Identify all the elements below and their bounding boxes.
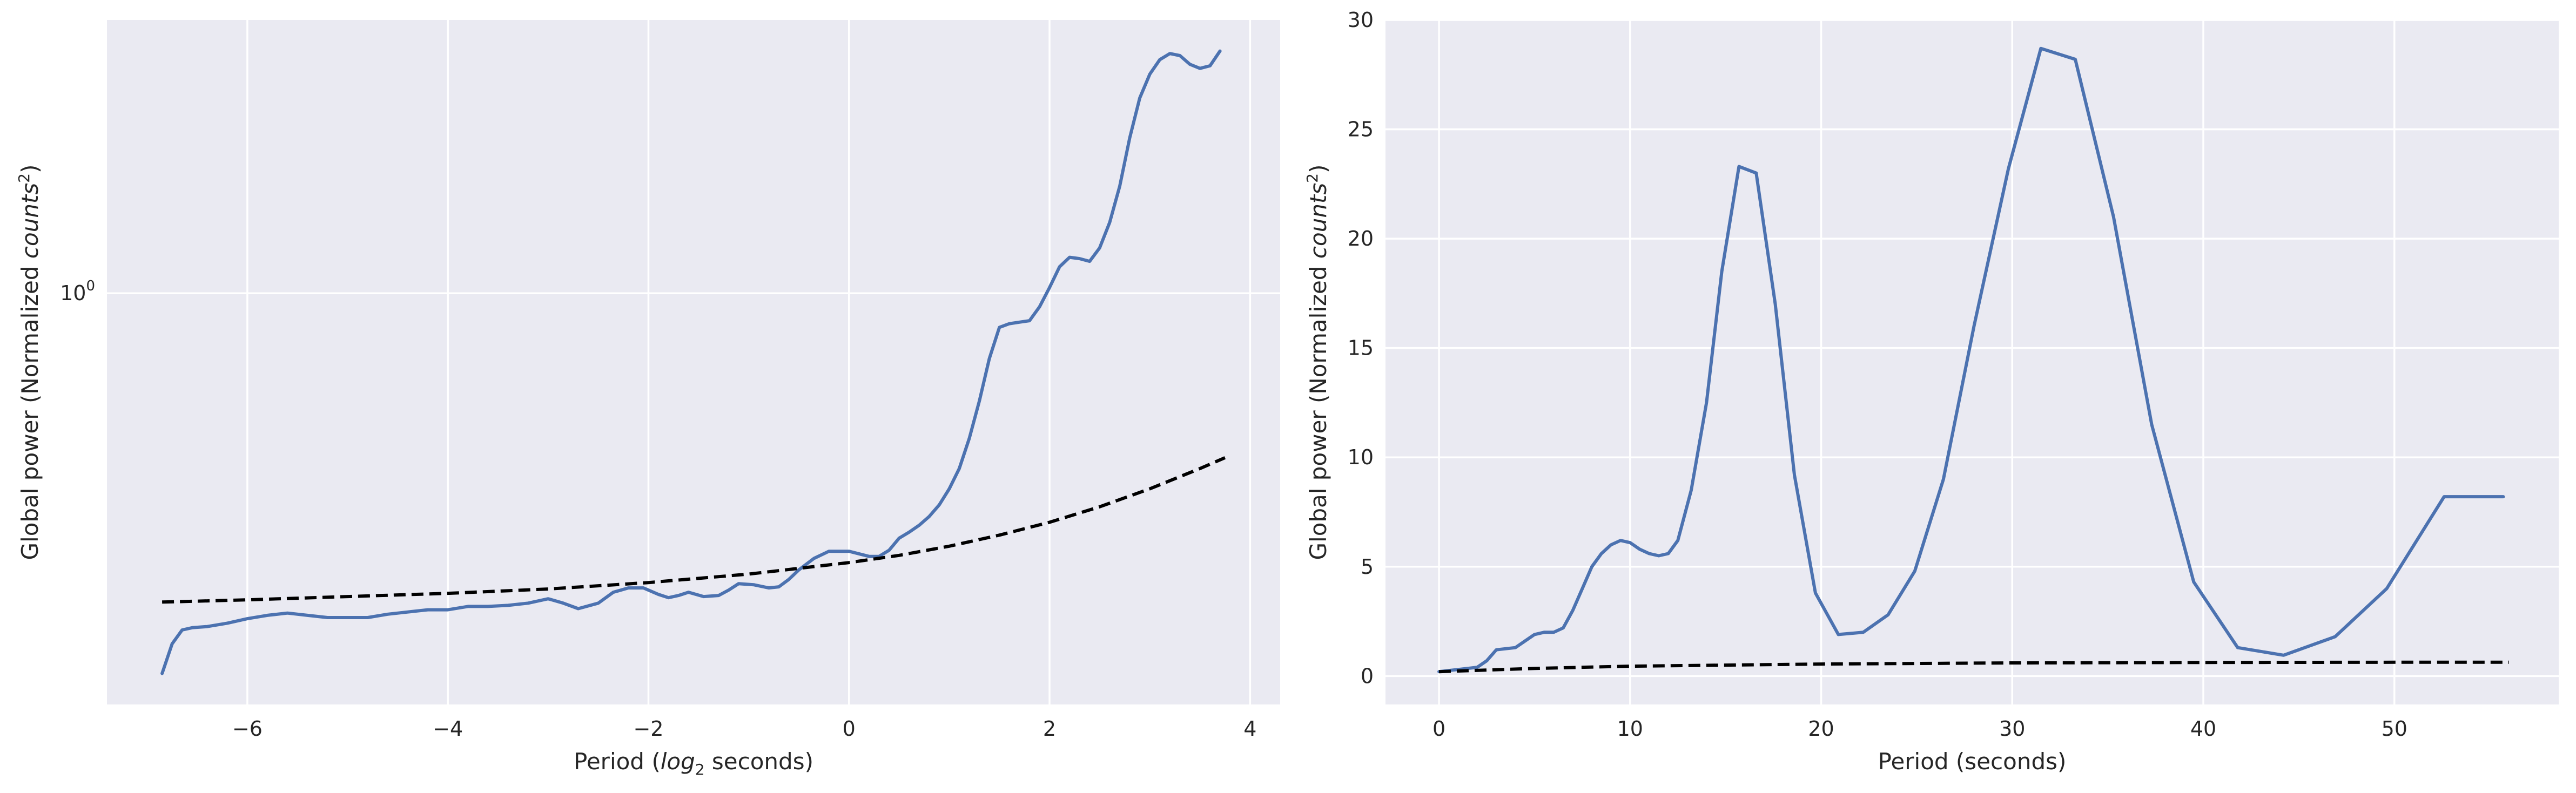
x-tick-label: −6	[232, 717, 263, 741]
plot-area	[107, 20, 1280, 704]
right-panel: 0 10 20 30 40 50 0 5 10 15 20 25 30 Period (seconds) G…	[1303, 8, 2559, 775]
y-axis-label: Global power (Normalized counts2)	[1303, 164, 1331, 560]
x-tick-label: 10	[1617, 717, 1643, 741]
x-tick-label: −2	[633, 717, 663, 741]
y-tick-label: 5	[1361, 555, 1374, 579]
x-axis-label: Period (log2 seconds)	[574, 748, 813, 778]
global-power-line	[160, 49, 1222, 675]
y-tick-label: 30	[1348, 8, 1374, 32]
y-tick-label: 20	[1348, 227, 1374, 250]
x-tick-label: 50	[2382, 717, 2407, 741]
significance-line	[162, 456, 1226, 604]
x-tick-label: 20	[1808, 717, 1834, 741]
y-tick-label: 0	[1361, 664, 1374, 688]
y-axis-label: Global power (Normalized counts2)	[15, 164, 43, 560]
y-tick-label: 25	[1348, 118, 1374, 141]
plot-area	[1385, 20, 2559, 704]
y-tick-label: 100	[60, 278, 95, 305]
x-tick-label: 30	[1999, 717, 2025, 741]
x-tick-label: −4	[433, 717, 463, 741]
left-panel: −6 −4 −2 0 2 4 100 Period (log2 seconds) Global …	[15, 20, 1280, 778]
x-tick-label: 40	[2190, 717, 2216, 741]
x-axis-label: Period (seconds)	[1878, 748, 2067, 775]
global-power-line	[1437, 46, 2505, 674]
significance-line	[1438, 660, 2509, 674]
x-tick-label: 0	[843, 717, 856, 741]
y-tick-label: 15	[1348, 336, 1374, 360]
x-tick-label: 0	[1432, 717, 1445, 741]
x-tick-label: 2	[1043, 717, 1056, 741]
y-tick-label: 10	[1348, 445, 1374, 469]
x-tick-label: 4	[1243, 717, 1256, 741]
